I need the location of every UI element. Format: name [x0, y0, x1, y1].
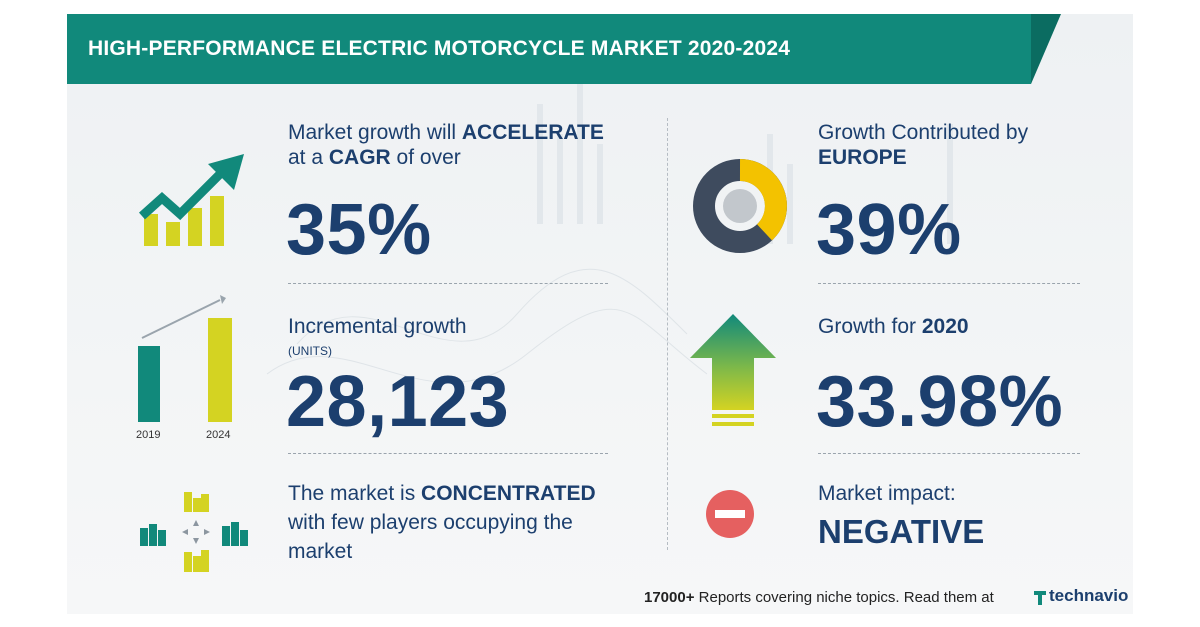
concentration-line2: with few players occupying the	[288, 511, 573, 534]
page-title: HIGH-PERFORMANCE ELECTRIC MOTORCYCLE MAR…	[88, 37, 791, 60]
divider	[288, 453, 608, 454]
growth-label-line1: Market growth will ACCELERATE	[288, 121, 604, 144]
region-label-line1: Growth Contributed by	[818, 121, 1029, 144]
incremental-label: Incremental growth	[288, 315, 467, 338]
yoy-value: 33.98%	[816, 362, 1064, 442]
growth-label-line2: at a CAGR of over	[288, 146, 461, 169]
negative-impact-icon	[706, 490, 754, 538]
divider	[288, 283, 608, 284]
divider	[818, 453, 1080, 454]
cagr-value: 35%	[286, 190, 432, 270]
title-banner	[67, 14, 1031, 84]
impact-value: NEGATIVE	[818, 513, 985, 550]
bar-year-2024: 2024	[206, 429, 231, 441]
incremental-unit: (UNITS)	[288, 344, 332, 358]
technavio-logo-icon	[1034, 591, 1046, 605]
incremental-value: 28,123	[286, 362, 510, 442]
title-banner-fold	[1031, 14, 1061, 84]
up-arrow-icon	[690, 314, 776, 426]
infographic-card	[67, 14, 1133, 614]
region-value: 39%	[816, 190, 962, 270]
growth-chart-icon	[138, 154, 244, 246]
concentration-line1: The market is CONCENTRATED	[288, 482, 596, 505]
concentration-line3: market	[288, 540, 353, 563]
concentrated-market-icon	[140, 492, 248, 572]
yoy-label: Growth for 2020	[818, 315, 969, 338]
region-label-line2: EUROPE	[818, 146, 907, 169]
divider	[818, 283, 1080, 284]
region-donut-icon	[693, 159, 787, 253]
footer-text: 17000+ Reports covering niche topics. Re…	[644, 589, 994, 606]
incremental-bars-icon	[138, 295, 232, 422]
column-divider	[667, 118, 668, 550]
bar-year-2019: 2019	[136, 429, 161, 441]
brand-link[interactable]: technavio	[1049, 586, 1129, 605]
impact-label: Market impact:	[818, 482, 956, 505]
